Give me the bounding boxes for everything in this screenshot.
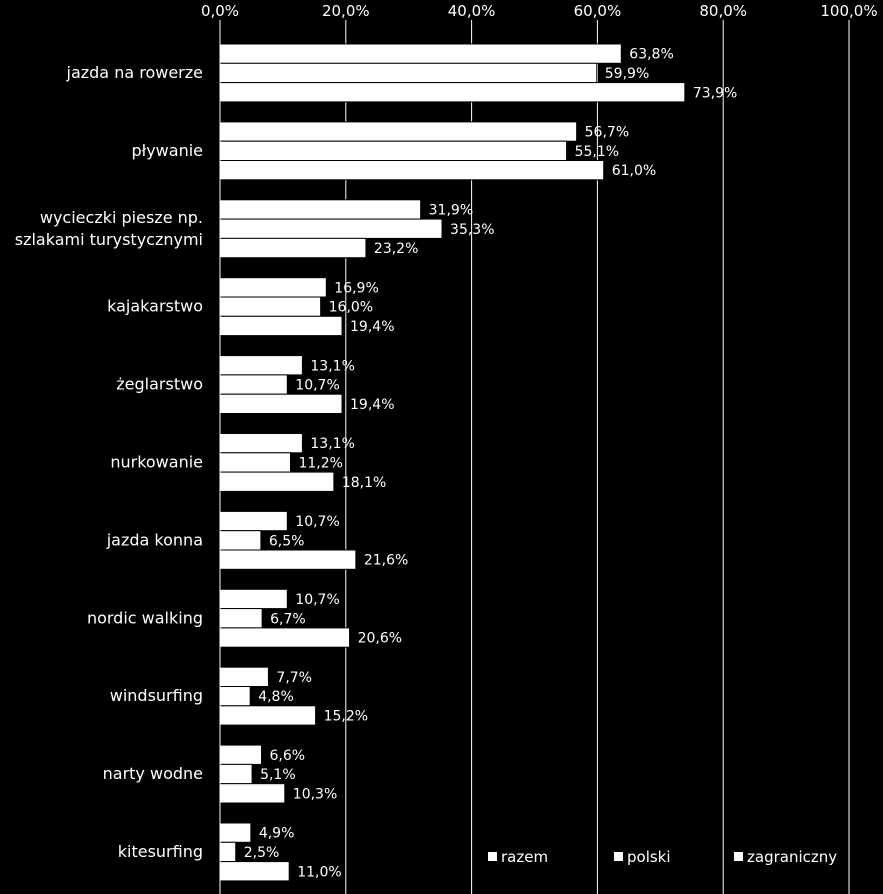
bar-razem: [219, 588, 288, 610]
data-label-razem: 63,8%: [629, 47, 673, 63]
data-label-polski: 16,0%: [329, 300, 373, 316]
data-label-polski: 4,8%: [258, 689, 294, 705]
bar-zagraniczny: [219, 315, 343, 337]
category-label: narty wodne: [103, 764, 203, 783]
bar-razem: [219, 355, 303, 376]
data-labels: 63,8% 59,9% 73,9% 56,7% 55,1% 61,0% 31,9% 35,3%…: [244, 47, 738, 881]
data-label-zagraniczny: 23,2%: [374, 241, 418, 257]
data-label-polski: 35,3%: [450, 222, 494, 238]
bar-zagraniczny: [219, 627, 351, 648]
data-label-zagraniczny: 19,4%: [350, 397, 394, 413]
x-tick-label: 100,0%: [820, 2, 877, 20]
bar-razem: [219, 822, 252, 843]
data-label-razem: 56,7%: [585, 125, 629, 141]
bar-polski: [219, 374, 288, 395]
data-label-polski: 5,1%: [260, 767, 296, 783]
bar-zagraniczny: [219, 471, 335, 492]
data-label-zagraniczny: 73,9%: [693, 85, 737, 101]
data-label-razem: 13,1%: [310, 436, 354, 452]
bar-zagraniczny: [219, 160, 605, 181]
x-axis-tick-labels: 0,0% 20,0% 40,0% 60,0% 80,0% 100,0%: [201, 2, 878, 20]
category-labels: jazda na rowerze pływanie wycieczki piesze…: [15, 63, 203, 861]
legend-label-polski: polski: [627, 848, 671, 866]
x-tick-label: 20,0%: [322, 2, 370, 20]
x-tick-label: 0,0%: [201, 2, 239, 20]
data-label-razem: 10,7%: [295, 514, 339, 530]
data-label-razem: 4,9%: [259, 826, 295, 842]
data-label-zagraniczny: 61,0%: [612, 163, 656, 179]
bar-razem: [219, 121, 578, 142]
bar-razem: [219, 666, 269, 688]
data-label-zagraniczny: 15,2%: [324, 708, 368, 724]
bars: [219, 43, 686, 882]
bar-razem: [219, 744, 263, 765]
data-label-zagraniczny: 20,6%: [358, 631, 402, 647]
bar-razem: [219, 433, 303, 454]
bar-zagraniczny: [219, 783, 286, 804]
data-label-zagraniczny: 10,3%: [293, 786, 337, 802]
bar-polski: [219, 686, 251, 707]
bar-zagraniczny: [219, 861, 290, 882]
legend: razem polski zagraniczny: [488, 848, 837, 866]
bar-zagraniczny: [219, 237, 367, 259]
bar-zagraniczny: [219, 705, 317, 726]
bar-polski: [219, 296, 322, 317]
category-label: jazda konna: [106, 530, 203, 549]
data-label-polski: 11,2%: [298, 455, 342, 471]
data-label-zagraniczny: 21,6%: [364, 553, 408, 569]
category-label: kajakarstwo: [107, 297, 203, 316]
bar-polski: [219, 452, 291, 473]
data-label-zagraniczny: 19,4%: [350, 319, 394, 335]
data-label-polski: 6,5%: [269, 533, 305, 549]
category-label: nurkowanie: [110, 452, 203, 471]
data-label-razem: 16,9%: [334, 280, 378, 296]
data-label-razem: 31,9%: [429, 202, 473, 218]
x-tick-label: 60,0%: [574, 2, 622, 20]
data-label-polski: 59,9%: [605, 66, 649, 82]
legend-swatch-polski: [614, 852, 623, 861]
category-label: windsurfing: [110, 686, 203, 705]
x-tick-label: 40,0%: [448, 2, 496, 20]
category-label: pływanie: [132, 141, 204, 160]
legend-swatch-zagraniczny: [734, 852, 743, 861]
bar-razem: [219, 43, 622, 64]
data-label-zagraniczny: 11,0%: [297, 864, 341, 880]
bar-razem: [219, 277, 327, 298]
data-label-razem: 10,7%: [295, 592, 339, 608]
bar-zagraniczny: [219, 82, 686, 103]
data-label-razem: 13,1%: [310, 358, 354, 374]
bar-polski: [219, 763, 253, 785]
bar-polski: [219, 218, 443, 239]
bar-polski: [219, 608, 263, 629]
data-label-razem: 7,7%: [276, 670, 312, 686]
x-tick-label: 80,0%: [699, 2, 747, 20]
legend-swatch-razem: [488, 852, 497, 861]
bar-polski: [219, 140, 568, 161]
bar-zagraniczny: [219, 549, 357, 570]
data-label-zagraniczny: 18,1%: [342, 475, 386, 491]
legend-label-zagraniczny: zagraniczny: [747, 848, 837, 866]
category-label: szlakami turystycznymi: [15, 230, 203, 249]
bar-polski: [219, 62, 598, 84]
data-label-polski: 6,7%: [270, 611, 306, 627]
bar-polski: [219, 530, 262, 551]
bar-zagraniczny: [219, 393, 343, 415]
legend-label-razem: razem: [501, 848, 548, 866]
bar-razem: [219, 510, 288, 532]
data-label-polski: 55,1%: [575, 144, 619, 160]
bar-polski: [219, 841, 237, 863]
data-label-polski: 2,5%: [244, 845, 280, 861]
category-label: nordic walking: [87, 608, 203, 627]
category-label: żeglarstwo: [116, 375, 203, 394]
category-label: jazda na rowerze: [66, 63, 204, 82]
category-label: kitesurfing: [118, 842, 203, 861]
category-label: wycieczki piesze np.: [40, 208, 203, 227]
bar-razem: [219, 199, 422, 220]
data-label-razem: 6,6%: [270, 748, 306, 764]
data-label-polski: 10,7%: [295, 378, 339, 394]
